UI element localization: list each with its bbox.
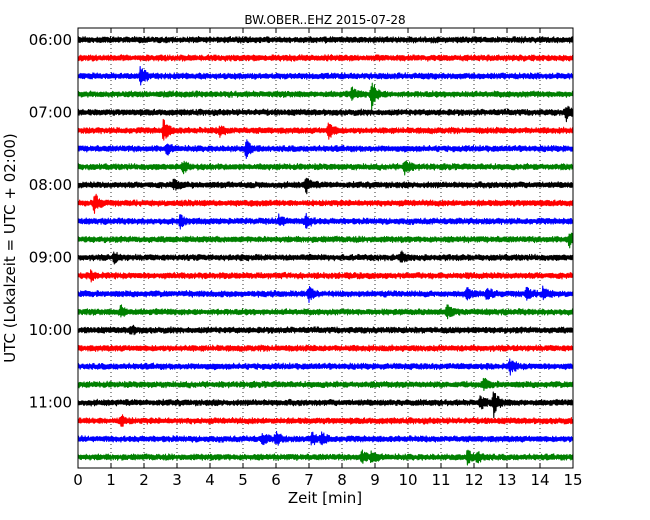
- seismic-trace-0600: [77, 35, 574, 44]
- chart-title: BW.OBER..EHZ 2015-07-28: [244, 13, 405, 27]
- y-tick-label: 09:00: [29, 249, 72, 267]
- seismic-trace-1045: [77, 377, 574, 391]
- x-tick-label: 1: [106, 471, 116, 489]
- x-tick-label: 2: [139, 471, 149, 489]
- plot-frame: [77, 27, 574, 469]
- x-tick-label: 6: [271, 471, 281, 489]
- seismic-trace-1030: [77, 358, 574, 376]
- x-tick-label: 8: [337, 471, 347, 489]
- seismic-trace-1015: [77, 344, 574, 353]
- x-tick-label: 0: [73, 471, 83, 489]
- x-tick-label: 14: [530, 471, 549, 489]
- seismic-trace-1130: [77, 430, 574, 446]
- seismic-trace-0615: [77, 54, 574, 62]
- y-tick-label: 06:00: [29, 31, 72, 49]
- y-tick-label: 07:00: [29, 103, 72, 121]
- seismic-trace-1100: [77, 391, 574, 419]
- y-tick-label: 08:00: [29, 176, 72, 194]
- x-tick-label: 5: [238, 471, 248, 489]
- seismic-trace-0645: [77, 82, 574, 110]
- seismic-trace-1145: [77, 449, 574, 466]
- x-tick-label: 10: [398, 471, 417, 489]
- seismic-trace-1000: [77, 324, 574, 336]
- seismic-trace-0745: [77, 160, 574, 176]
- x-tick-label: 13: [497, 471, 516, 489]
- x-tick-label: 4: [205, 471, 215, 489]
- seismic-trace-1115: [77, 414, 574, 428]
- y-axis: 06:00 07:00 08:00 09:00 10:00 11:00: [29, 31, 573, 412]
- trace-group: [77, 35, 574, 466]
- x-tick-label: 7: [304, 471, 314, 489]
- x-axis-label: Zeit [min]: [288, 489, 362, 507]
- seismic-trace-0715: [77, 118, 574, 141]
- seismic-trace-0900: [77, 250, 574, 265]
- x-tick-label: 15: [563, 471, 582, 489]
- seismic-trace-0700: [77, 105, 574, 123]
- grid: [110, 28, 541, 468]
- seismic-trace-0930: [77, 285, 574, 304]
- seismic-trace-0730: [77, 139, 574, 159]
- y-axis-label: UTC (Lokalzeit = UTC + 02:00): [1, 133, 19, 363]
- seismic-trace-0830: [77, 212, 574, 230]
- seismic-trace-0800: [77, 177, 574, 195]
- y-tick-label: 11:00: [29, 394, 72, 412]
- x-tick-label: 3: [172, 471, 182, 489]
- x-tick-label: 9: [370, 471, 380, 489]
- seismic-trace-0815: [77, 193, 574, 214]
- seismic-trace-0915: [77, 269, 574, 283]
- x-axis: 0 1 2 3 4 5 6 7 8 9 10 11 12 13 14 15: [73, 28, 583, 489]
- seismic-trace-0845: [77, 232, 574, 249]
- seismic-trace-0630: [77, 65, 574, 86]
- seismic-trace-0945: [77, 304, 574, 320]
- x-tick-label: 12: [464, 471, 483, 489]
- x-tick-label: 11: [431, 471, 450, 489]
- y-tick-label: 10:00: [29, 321, 72, 339]
